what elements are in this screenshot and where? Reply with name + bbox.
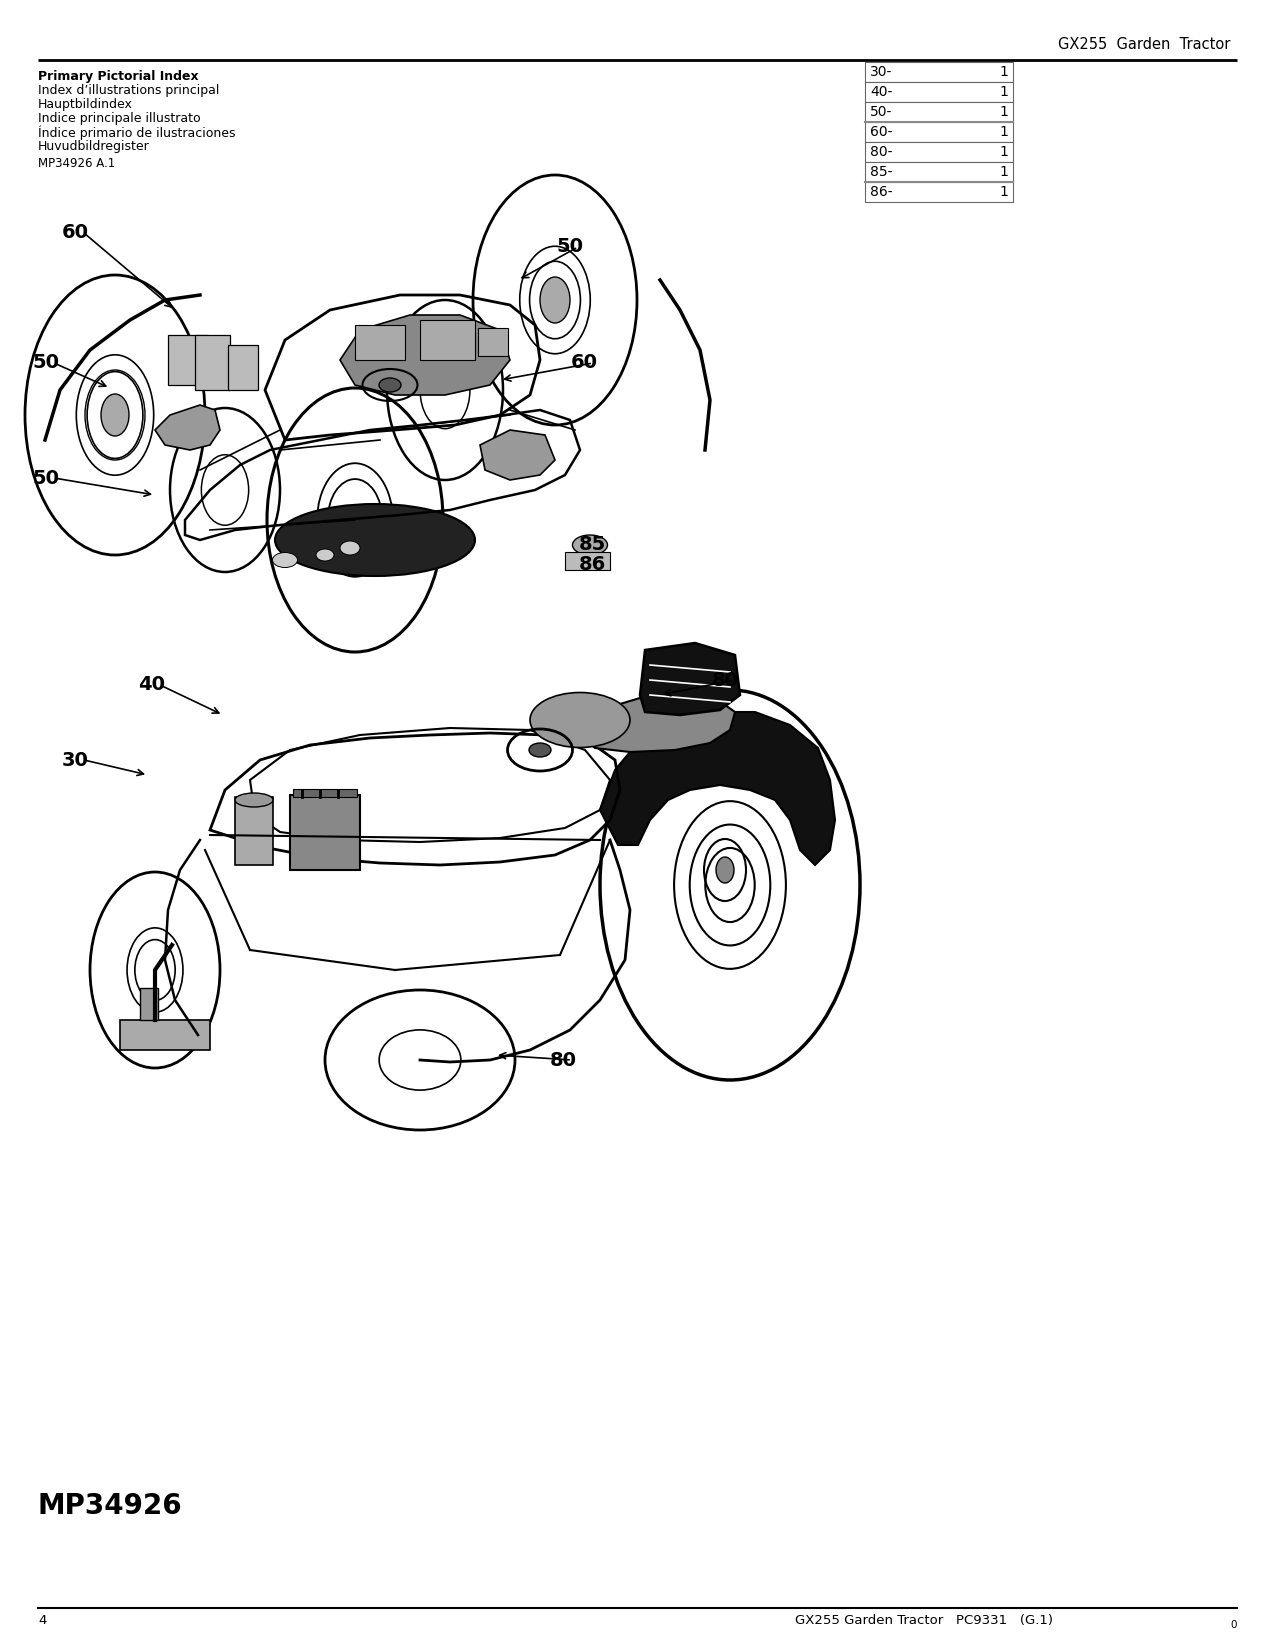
Bar	[864, 182, 1014, 201]
Text: 60: 60	[571, 353, 598, 373]
Text: 1: 1	[1000, 185, 1009, 200]
Bar	[864, 122, 1014, 142]
Bar	[864, 162, 1014, 182]
Ellipse shape	[235, 794, 273, 807]
Text: MP34926 A.1: MP34926 A.1	[38, 157, 115, 170]
Polygon shape	[601, 713, 835, 865]
Ellipse shape	[529, 742, 551, 757]
Bar	[478, 328, 507, 356]
Ellipse shape	[572, 535, 607, 554]
Ellipse shape	[316, 549, 334, 561]
Text: Indice principale illustrato: Indice principale illustrato	[38, 112, 200, 125]
Text: 80: 80	[711, 670, 739, 690]
Ellipse shape	[379, 378, 402, 393]
Text: 85: 85	[579, 536, 606, 554]
Text: 1: 1	[1000, 64, 1009, 79]
Text: 50-: 50-	[870, 106, 892, 119]
Text: Huvudbildregister: Huvudbildregister	[38, 140, 149, 153]
Text: Índice primario de ilustraciones: Índice primario de ilustraciones	[38, 125, 236, 140]
Text: 1: 1	[1000, 165, 1009, 178]
Bar	[168, 335, 208, 384]
Bar	[419, 320, 476, 360]
Ellipse shape	[541, 277, 570, 323]
Bar	[120, 1020, 210, 1049]
Text: 1: 1	[1000, 125, 1009, 139]
Polygon shape	[575, 695, 734, 752]
Text: MP34926: MP34926	[38, 1492, 182, 1520]
Text: 80: 80	[550, 1051, 578, 1069]
Text: 60-: 60-	[870, 125, 892, 139]
Text: GX255  Garden  Tractor: GX255 Garden Tractor	[1058, 36, 1230, 53]
Text: Index d’illustrations principal: Index d’illustrations principal	[38, 84, 219, 97]
Text: 1: 1	[1000, 106, 1009, 119]
Text: 30: 30	[62, 751, 89, 769]
Text: Hauptbildindex: Hauptbildindex	[38, 97, 133, 111]
Bar	[864, 63, 1014, 82]
Ellipse shape	[717, 856, 734, 883]
Ellipse shape	[101, 394, 129, 436]
Ellipse shape	[275, 503, 476, 576]
Bar	[235, 797, 273, 865]
Bar	[293, 789, 357, 797]
Text: 86: 86	[579, 556, 606, 574]
Text: 0: 0	[1230, 1620, 1237, 1630]
Ellipse shape	[340, 541, 360, 554]
Bar	[195, 335, 230, 389]
Bar	[565, 553, 609, 569]
Bar	[864, 102, 1014, 122]
Bar	[864, 142, 1014, 162]
Text: 40: 40	[138, 675, 164, 695]
Text: 40-: 40-	[870, 86, 892, 99]
Bar	[140, 988, 158, 1020]
Polygon shape	[156, 404, 221, 450]
Ellipse shape	[273, 553, 297, 568]
Text: 85-: 85-	[870, 165, 892, 178]
Text: Primary Pictorial Index: Primary Pictorial Index	[38, 69, 199, 83]
Text: 50: 50	[32, 469, 59, 487]
Text: 50: 50	[32, 353, 59, 373]
Bar	[354, 325, 405, 360]
Bar	[228, 345, 258, 389]
Ellipse shape	[530, 693, 630, 747]
Text: 30-: 30-	[870, 64, 892, 79]
Text: 1: 1	[1000, 145, 1009, 158]
Polygon shape	[479, 431, 555, 480]
Text: 4: 4	[38, 1614, 46, 1627]
Text: GX255 Garden Tractor   PC9331   (G.1): GX255 Garden Tractor PC9331 (G.1)	[796, 1614, 1053, 1627]
Polygon shape	[340, 315, 510, 394]
Polygon shape	[640, 644, 739, 714]
Text: 1: 1	[1000, 86, 1009, 99]
Text: 86-: 86-	[870, 185, 892, 200]
Text: 80-: 80-	[870, 145, 892, 158]
Text: 60: 60	[62, 223, 89, 243]
Bar	[864, 82, 1014, 102]
Bar	[289, 795, 360, 870]
Text: 50: 50	[556, 238, 583, 256]
